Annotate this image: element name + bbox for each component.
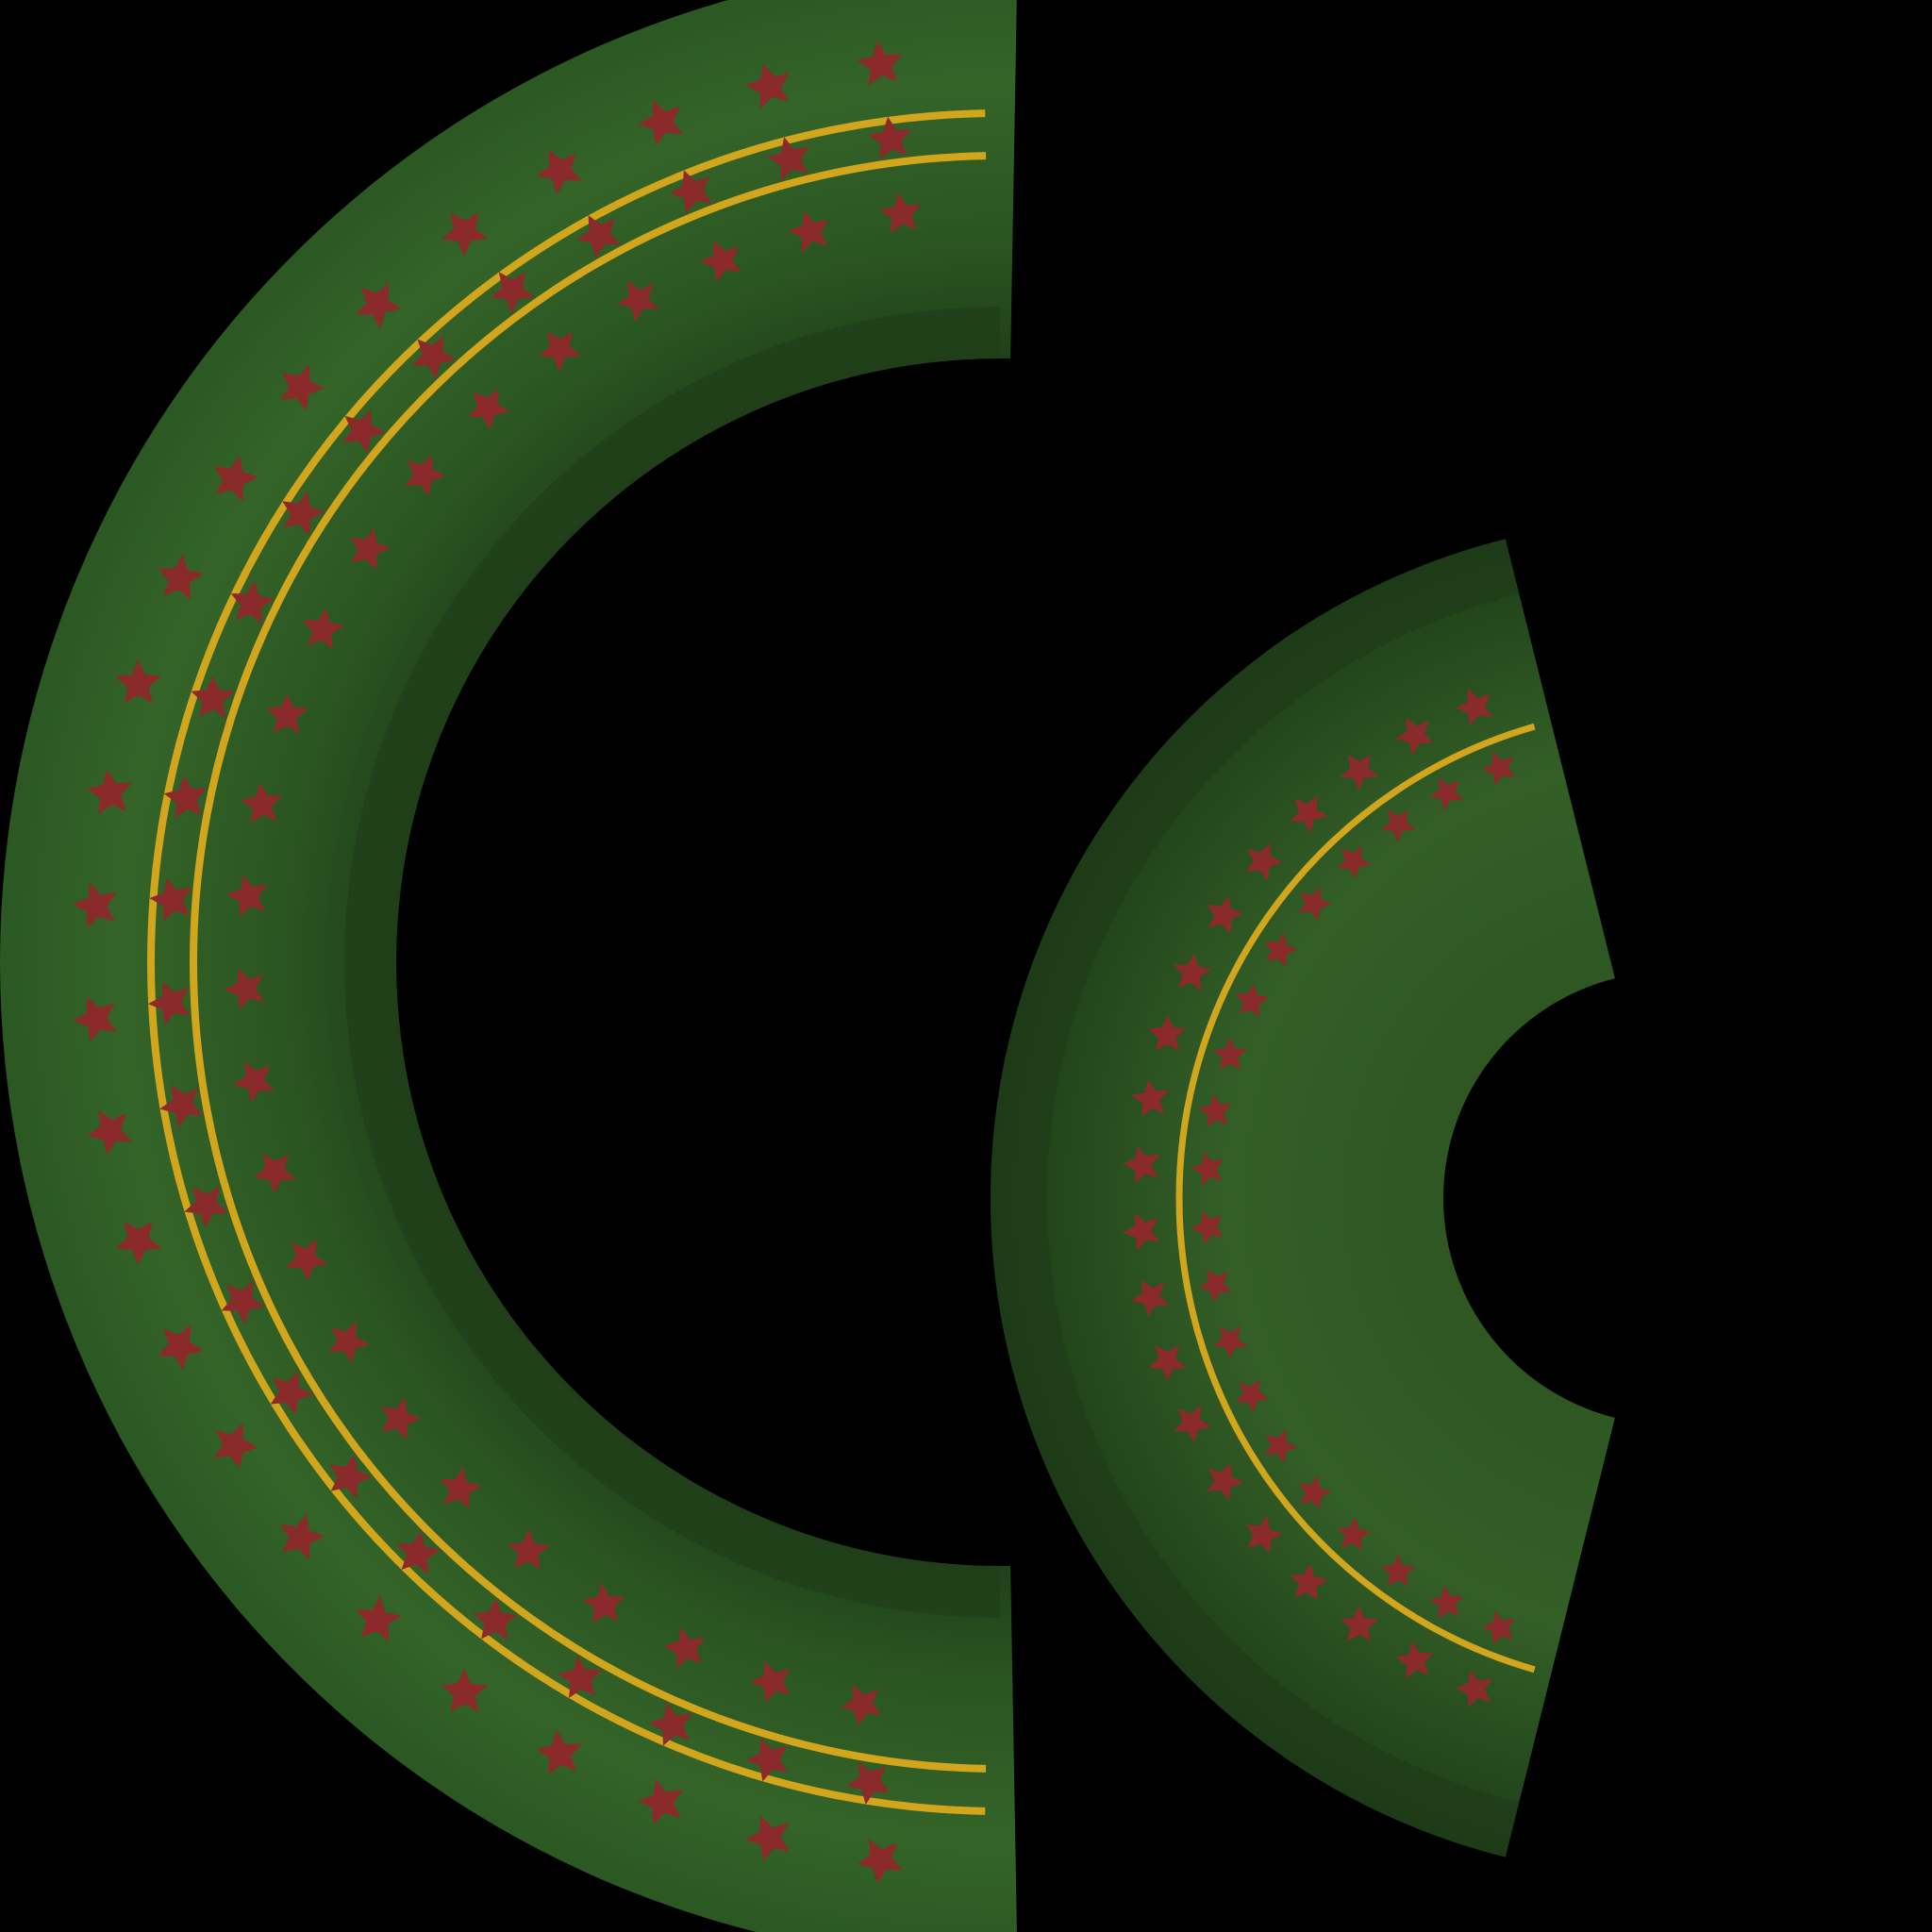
large-c-trim-lines <box>147 109 987 1815</box>
small-c-band <box>991 539 1615 1857</box>
small-c-inner-shade <box>991 539 1520 1857</box>
large-c-band <box>0 0 1017 1932</box>
large-c-ring <box>0 0 1017 1932</box>
small-c-trim-lines <box>1175 723 1536 1674</box>
small-c-ring <box>991 539 1615 1857</box>
gold-trim-line <box>189 152 987 1773</box>
gold-trim-line <box>1175 723 1536 1674</box>
gold-trim-line <box>147 109 986 1815</box>
